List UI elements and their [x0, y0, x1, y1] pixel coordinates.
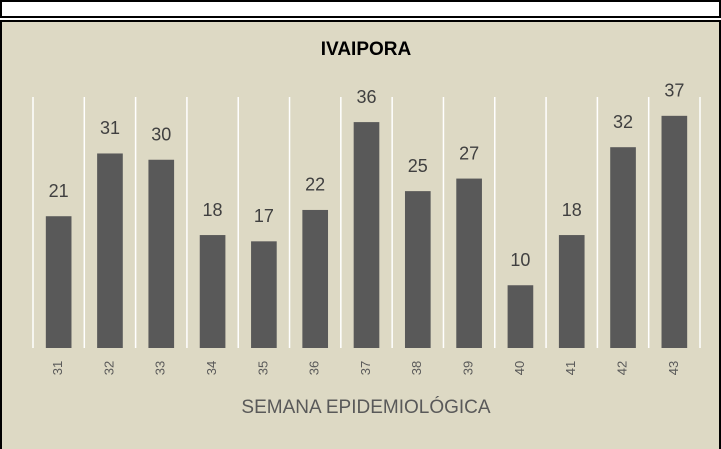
data-label: 32 [613, 112, 633, 132]
bar [45, 216, 72, 348]
data-label: 18 [562, 200, 582, 220]
x-tick-label: 35 [255, 361, 270, 375]
data-label: 30 [151, 125, 171, 145]
bar [251, 241, 277, 348]
data-label: 25 [408, 156, 428, 176]
bar [661, 115, 688, 348]
data-label: 36 [356, 87, 376, 107]
x-tick-label: 38 [409, 361, 424, 375]
data-label: 21 [49, 181, 69, 201]
bar [456, 178, 482, 348]
bar [610, 147, 636, 348]
bar [353, 122, 380, 348]
bar [507, 285, 534, 348]
x-tick-label: 33 [153, 361, 168, 375]
data-label: 27 [459, 143, 479, 163]
bar [404, 191, 431, 348]
x-tick-label: 43 [666, 361, 681, 375]
bar [302, 209, 329, 348]
x-axis-title: SEMANA EPIDEMIOLÓGICA [241, 396, 490, 418]
chart-title: IVAIPORA [321, 39, 412, 60]
bar [97, 153, 123, 348]
top-strip [0, 0, 721, 18]
bar [199, 235, 226, 348]
x-tick-label: 32 [101, 361, 116, 375]
x-tick-label: 41 [563, 361, 578, 375]
x-tick-label: 40 [512, 361, 527, 375]
data-label: 37 [664, 81, 684, 101]
x-tick-label: 37 [358, 361, 373, 375]
x-tick-label: 36 [307, 361, 322, 375]
data-label: 18 [203, 200, 223, 220]
data-label: 22 [305, 175, 325, 195]
data-label: 17 [254, 206, 274, 226]
data-label: 10 [510, 250, 530, 270]
x-tick-label: 34 [204, 361, 219, 375]
x-tick-label: 31 [50, 361, 65, 375]
bar [148, 159, 175, 348]
x-tick-label: 42 [614, 361, 629, 375]
data-label: 31 [100, 118, 120, 138]
x-tick-label: 39 [461, 361, 476, 375]
bar [558, 235, 585, 348]
